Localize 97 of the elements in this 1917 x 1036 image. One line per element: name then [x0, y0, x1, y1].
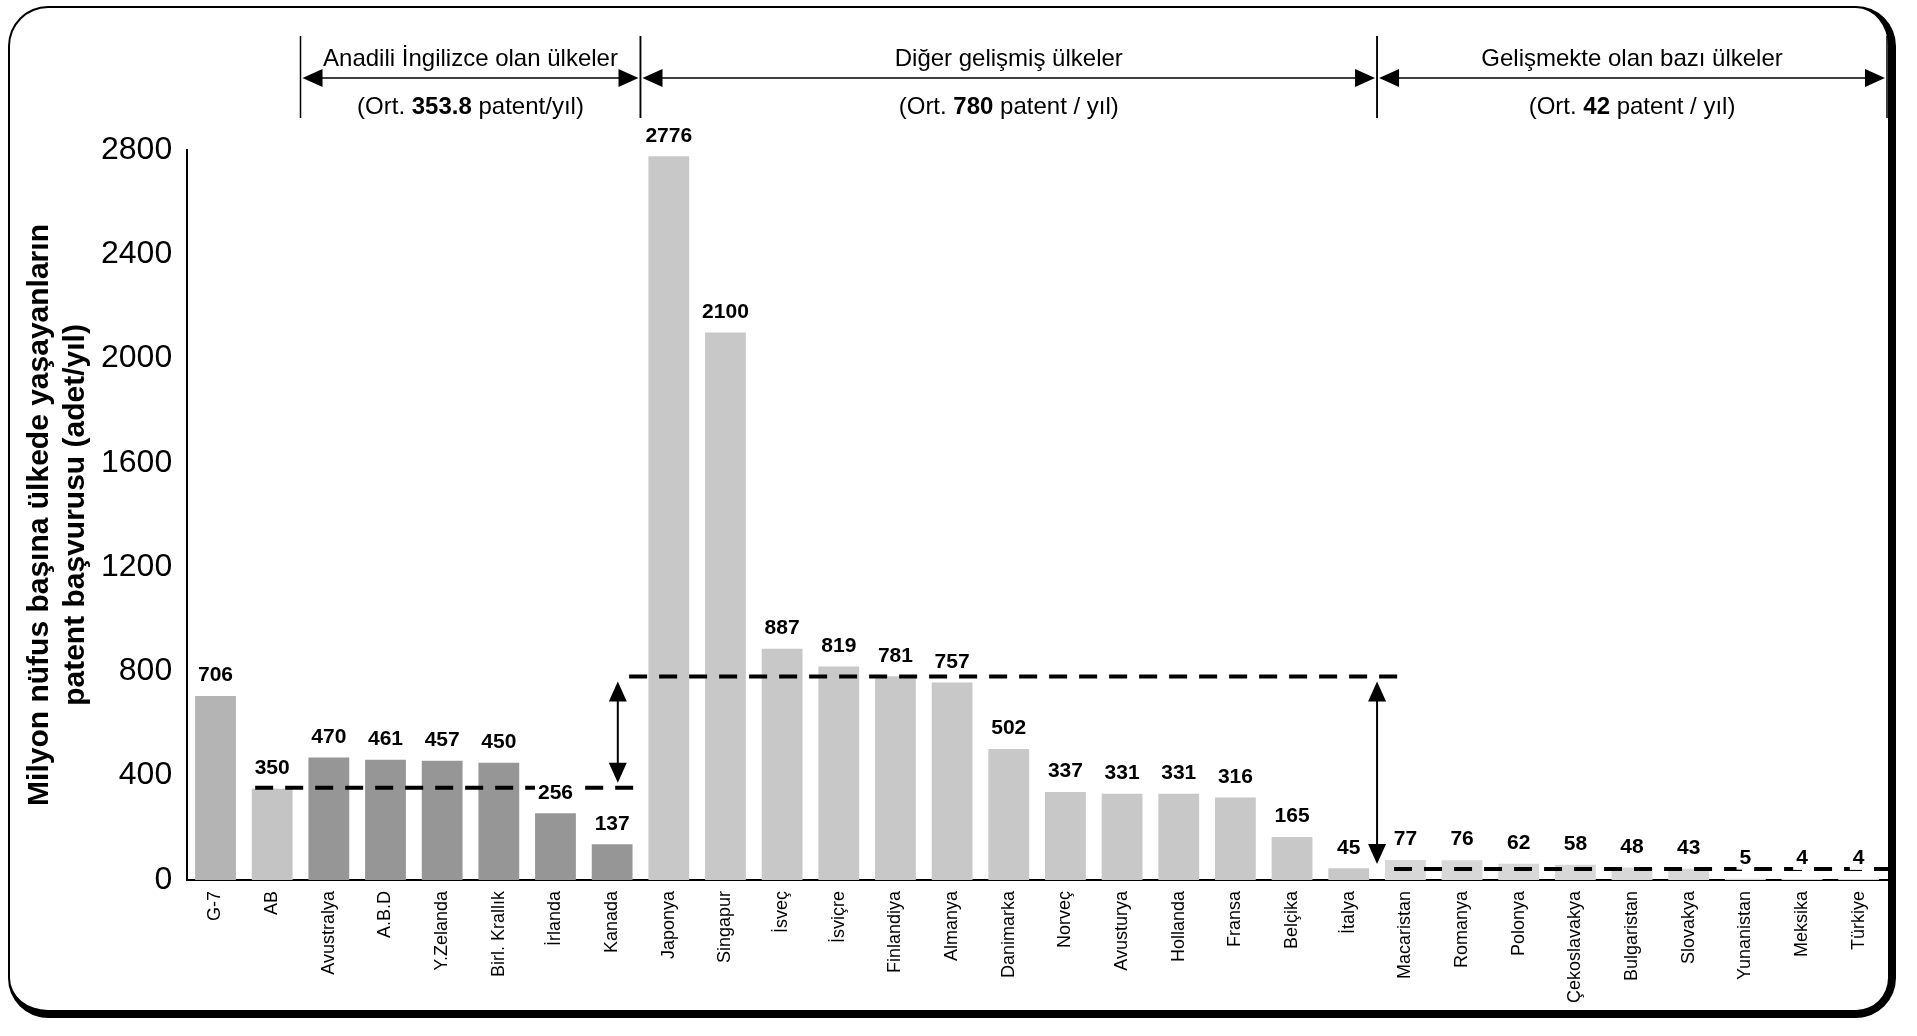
bar: [875, 676, 916, 880]
bar: [478, 762, 520, 880]
x-tick-label: Y.Zelanda: [431, 889, 452, 971]
bar: [1328, 868, 1370, 880]
x-tick-label: A.B.D: [374, 890, 395, 938]
data-label: 4: [1852, 845, 1865, 869]
x-tick-label: Avustralya: [317, 889, 338, 975]
x-tick-label: Çekoslavakya: [1564, 889, 1585, 1004]
x-tick-label: Japonya: [657, 889, 678, 960]
y-tick-label: 0: [154, 859, 173, 896]
x-tick-label: Macaristan: [1394, 890, 1415, 979]
text: (Ort. 780 patent / yıl): [898, 92, 1119, 119]
x-tick-label: Hollanda: [1167, 889, 1188, 963]
x-tick-label: Almanya: [941, 889, 962, 961]
text: Gelişmekte olan bazı ülkeler: [1481, 44, 1783, 71]
y-tick-label: 1200: [101, 546, 173, 583]
x-tick-label: Fransa: [1224, 889, 1245, 947]
x-tick-label: AB: [261, 890, 282, 915]
y-tick-label: 2000: [101, 338, 173, 375]
y-axis-title: Milyon nüfus başına ülkede yaşayanların patent başvurusu (adet/yıl): [21, 224, 91, 806]
x-tick-label: Türkiye: [1847, 890, 1868, 950]
x-tick-label: G-7: [204, 890, 225, 921]
y-tick-label: 400: [118, 755, 173, 792]
x-tick-label: Polonya: [1507, 889, 1528, 957]
x-tick-label: İrlanda: [544, 889, 565, 946]
bar: [988, 749, 1030, 880]
bar: [308, 757, 350, 880]
data-label: 350: [254, 755, 290, 778]
y-tick-label: 2400: [101, 234, 173, 271]
data-label: 77: [1393, 826, 1418, 850]
data-label: 337: [1047, 758, 1083, 782]
x-tick-label: Bulgaristan: [1621, 890, 1641, 982]
x-tick-label: Avusturya: [1111, 889, 1132, 971]
x-tick-label: İtalya: [1337, 889, 1358, 934]
data-label: 4: [1796, 845, 1809, 869]
bar: [648, 156, 690, 880]
data-label: 62: [1507, 830, 1531, 854]
data-label: 757: [934, 648, 970, 672]
data-label: 450: [481, 728, 517, 752]
data-label: 781: [877, 642, 914, 666]
data-label: 76: [1450, 826, 1474, 850]
bar: [251, 788, 293, 880]
x-tick-label: Singapur: [714, 890, 735, 964]
bar: [1271, 836, 1313, 880]
data-label: 5: [1739, 844, 1752, 868]
data-label: 2100: [702, 298, 749, 322]
data-label: 887: [764, 615, 800, 639]
bar: [195, 695, 236, 880]
bar: [365, 759, 406, 880]
data-label: 331: [1104, 759, 1140, 783]
data-label: 706: [197, 662, 234, 686]
data-label: 256: [537, 779, 573, 803]
data-label: 58: [1563, 831, 1588, 855]
x-tick-label: Finlandiya: [884, 889, 905, 973]
x-tick-label: Belçika: [1281, 889, 1302, 949]
bar: [761, 648, 803, 880]
bar: [591, 844, 633, 880]
x-tick-label: İsveç: [771, 890, 792, 933]
text: (Ort. 42 patent / yıl): [1528, 92, 1736, 119]
bar: [1441, 860, 1483, 880]
data-label: 316: [1217, 763, 1253, 787]
data-label: 470: [311, 723, 347, 747]
x-tick-label: Birl. Krallık: [487, 889, 508, 977]
data-label: 819: [821, 632, 857, 656]
bar: [1158, 793, 1200, 880]
text: Diğer gelişmiş ülkeler: [894, 44, 1123, 71]
data-label: 137: [594, 810, 630, 834]
x-tick-label: İsviçre: [827, 890, 848, 943]
bar: [931, 682, 973, 880]
data-label: 457: [424, 727, 460, 751]
data-label: 48: [1620, 833, 1645, 857]
bar: [1045, 792, 1086, 880]
bar: [818, 666, 860, 880]
y-tick-label: 1600: [101, 442, 173, 479]
x-tick-label: Danimarka: [997, 889, 1018, 978]
data-label: 45: [1337, 834, 1361, 858]
bar: [421, 760, 463, 880]
data-label: 461: [367, 726, 404, 750]
data-label: 502: [991, 715, 1027, 739]
y-tick-label: 800: [118, 651, 173, 688]
text: Anadili İngilizce olan ülkeler: [323, 44, 618, 71]
data-label: 331: [1161, 759, 1197, 783]
x-tick-label: Kanada: [601, 889, 622, 954]
bar: [1101, 793, 1143, 880]
data-label: 43: [1677, 835, 1701, 859]
bar: [535, 813, 576, 880]
bar: [705, 332, 746, 880]
text: (Ort. 353.8 patent/yıl): [357, 92, 584, 119]
x-tick-label: Norveç: [1054, 890, 1075, 948]
data-label: 2776: [645, 122, 693, 146]
x-tick-label: Romanya: [1451, 889, 1472, 968]
x-tick-label: Meksika: [1790, 889, 1811, 957]
x-tick-label: Slovakya: [1677, 889, 1698, 964]
bar: [1215, 797, 1256, 880]
x-tick-label: Yunanistan: [1734, 890, 1755, 981]
data-label: 165: [1274, 803, 1310, 827]
y-tick-label: 2800: [101, 129, 173, 166]
